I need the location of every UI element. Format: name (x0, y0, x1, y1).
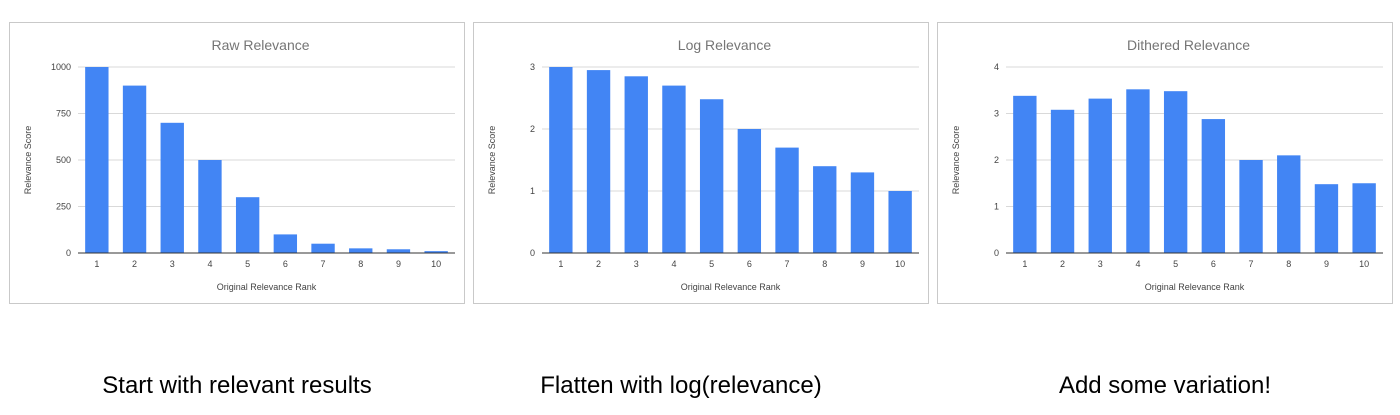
bar (1013, 95, 1037, 253)
bar (85, 67, 109, 253)
bar (737, 129, 762, 253)
caption-raw: Start with relevant results (102, 372, 372, 399)
x-tick-label: 7 (1249, 259, 1254, 269)
x-tick-label: 2 (1060, 259, 1065, 269)
bar (850, 172, 875, 253)
y-axis-label: Relevance Score (487, 126, 497, 195)
x-tick-label: 1 (94, 259, 99, 269)
bar (813, 166, 837, 253)
y-tick-label: 0 (530, 248, 535, 258)
x-tick-label: 3 (634, 259, 639, 269)
bar (1201, 119, 1226, 253)
bar (1163, 91, 1188, 254)
bar (386, 249, 411, 253)
bar (1088, 98, 1112, 254)
x-tick-label: 8 (822, 259, 827, 269)
bar (424, 251, 448, 253)
caption-log: Flatten with log(relevance) (540, 372, 822, 399)
x-axis-label: Original Relevance Rank (217, 282, 317, 292)
x-tick-label: 10 (895, 259, 905, 269)
x-tick-label: 7 (785, 259, 790, 269)
bar (1314, 184, 1339, 253)
y-tick-label: 0 (994, 248, 999, 258)
y-tick-label: 0 (66, 248, 71, 258)
x-tick-label: 6 (1211, 259, 1216, 269)
bar (586, 70, 611, 253)
x-tick-label: 4 (1135, 259, 1140, 269)
x-tick-label: 9 (860, 259, 865, 269)
bar (775, 147, 799, 253)
y-tick-label: 3 (530, 62, 535, 72)
chart-panel-log-relevance: Log Relevance 0 1 2 3 1 2 3 4 5 6 7 8 9 10 Original Rel… (473, 22, 929, 304)
bar (662, 85, 686, 253)
bar (311, 243, 335, 253)
chart-panel-raw-relevance: Raw Relevance 0 250 500 750 1000 1 2 3 4 5 6 7 8 9 10 Or… (9, 22, 465, 304)
caption-dithered: Add some variation! (1058, 372, 1272, 399)
x-tick-label: 2 (132, 259, 137, 269)
y-tick-label: 250 (56, 202, 71, 212)
y-axis-label: Relevance Score (23, 126, 33, 195)
bar (1050, 109, 1075, 253)
x-axis-label: Original Relevance Rank (681, 282, 781, 292)
chart-title: Dithered Relevance (1127, 37, 1250, 53)
bar (198, 160, 222, 253)
x-tick-label: 2 (596, 259, 601, 269)
bar (549, 67, 573, 253)
bar (624, 76, 648, 253)
x-tick-label: 6 (283, 259, 288, 269)
y-tick-label: 1000 (51, 62, 71, 72)
y-tick-label: 1 (994, 202, 999, 212)
y-tick-label: 750 (56, 109, 71, 119)
bar (273, 234, 298, 253)
chart-raw-relevance: Raw Relevance 0 250 500 750 1000 1 2 3 4 5 6 7 8 9 10 Or… (23, 37, 455, 292)
y-axis-label: Relevance Score (951, 126, 961, 195)
x-tick-label: 8 (1286, 259, 1291, 269)
bar (699, 99, 724, 254)
chart-dithered-relevance: Dithered Relevance 0 1 2 3 4 1 2 3 4 5 6 7 8 9 10 Origin… (951, 37, 1383, 292)
y-tick-label: 2 (994, 155, 999, 165)
x-tick-label: 5 (245, 259, 250, 269)
x-tick-label: 7 (321, 259, 326, 269)
x-tick-label: 10 (1359, 259, 1369, 269)
y-tick-label: 1 (530, 186, 535, 196)
y-tick-label: 500 (56, 155, 71, 165)
chart-log-relevance: Log Relevance 0 1 2 3 1 2 3 4 5 6 7 8 9 10 Original Rel… (487, 37, 919, 292)
x-tick-label: 1 (558, 259, 563, 269)
x-tick-label: 3 (170, 259, 175, 269)
bar (1277, 155, 1301, 253)
bar (888, 191, 912, 253)
x-tick-label: 8 (358, 259, 363, 269)
chart-panel-dithered-relevance: Dithered Relevance 0 1 2 3 4 1 2 3 4 5 6 7 8 9 10 Origin… (937, 22, 1393, 304)
bar (1126, 89, 1150, 253)
x-tick-label: 3 (1098, 259, 1103, 269)
y-tick-label: 4 (994, 62, 999, 72)
x-tick-label: 6 (747, 259, 752, 269)
x-tick-label: 5 (1173, 259, 1178, 269)
y-tick-label: 3 (994, 109, 999, 119)
bar (160, 122, 184, 253)
bar (122, 85, 147, 253)
bar (349, 248, 373, 253)
x-tick-label: 10 (431, 259, 441, 269)
x-tick-label: 9 (1324, 259, 1329, 269)
bar (1352, 183, 1376, 253)
chart-title: Raw Relevance (211, 37, 309, 53)
x-axis-label: Original Relevance Rank (1145, 282, 1245, 292)
x-tick-label: 5 (709, 259, 714, 269)
bar (1239, 160, 1263, 253)
x-tick-label: 9 (396, 259, 401, 269)
x-tick-label: 1 (1022, 259, 1027, 269)
y-tick-label: 2 (530, 124, 535, 134)
x-tick-label: 4 (671, 259, 676, 269)
bar (235, 197, 260, 253)
chart-title: Log Relevance (678, 37, 772, 53)
x-tick-label: 4 (207, 259, 212, 269)
